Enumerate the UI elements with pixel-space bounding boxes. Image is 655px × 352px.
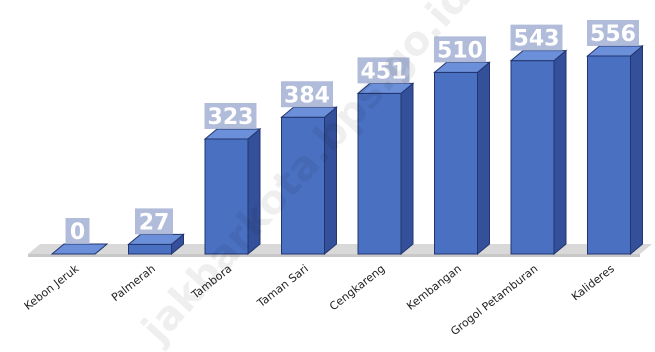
value-label-text-2: 323 [208,105,254,130]
chart-floor-edge [28,254,640,257]
bar-front-3 [281,116,325,255]
value-label-box-6 [510,24,563,51]
category-label-4: Cengkareng [327,262,387,313]
value-label-box-7 [587,20,639,46]
value-labels-group: 0 27 323 384 451 510 543 556 [65,20,639,245]
bar-top-2 [203,128,262,140]
bar-side-5 [477,61,490,256]
bars-group [50,44,644,256]
bar-4 [356,82,415,256]
bar-3 [280,106,338,256]
value-label-box-4 [357,57,410,84]
value-label-box-0 [65,218,90,244]
bar-side-7 [630,44,643,256]
bar-2 [203,127,262,256]
value-label-box-2 [204,102,257,129]
category-label-7: Kalideres [569,262,617,303]
value-label-1: 27 [135,208,173,235]
value-label-7: 556 [587,20,639,47]
bar-front-7 [587,55,631,255]
bar-side-4 [400,82,414,256]
value-label-text-6: 543 [514,27,560,52]
value-label-text-7: 556 [590,22,636,47]
bar-6 [509,49,568,256]
bar-top-1 [127,233,185,245]
bar-top-4 [356,82,415,94]
value-label-text-0: 0 [70,220,85,245]
category-label-5: Kembangan [404,262,464,313]
value-label-text-4: 451 [361,59,407,84]
value-label-box-1 [135,208,173,235]
bar-top-7 [586,45,644,57]
category-label-3: Taman Sari [254,262,311,310]
bar-0 [50,243,109,255]
bar-front-2 [204,138,249,255]
category-labels-group: Kebon Jeruk Palmerah Tambora Taman Sari Ceng… [22,262,617,338]
bar-7 [586,44,644,256]
value-label-5: 510 [434,36,486,63]
bar-top-0 [50,243,109,255]
bar-front-5 [434,71,478,255]
value-label-box-5 [434,36,486,63]
value-label-text-3: 384 [284,83,330,108]
chart-floor [28,244,652,257]
bar-top-5 [433,61,491,73]
bar-side-6 [553,49,567,256]
chart-floor-top [28,244,652,254]
value-label-6: 543 [510,24,563,52]
category-label-1: Palmerah [109,262,158,304]
value-label-2: 323 [204,102,257,130]
value-label-3: 384 [281,81,333,108]
bar-top-3 [280,106,338,118]
bar-front-6 [510,60,555,255]
value-label-0: 0 [65,218,90,245]
bar-1 [127,233,185,256]
bar-front-1 [128,243,172,255]
category-label-0: Kebon Jeruk [22,262,82,313]
value-label-text-1: 27 [139,210,170,235]
value-label-box-3 [281,81,333,108]
bar-top-6 [509,50,568,62]
value-label-4: 451 [357,57,410,84]
bar-5 [433,61,491,256]
value-label-text-5: 510 [437,38,483,63]
